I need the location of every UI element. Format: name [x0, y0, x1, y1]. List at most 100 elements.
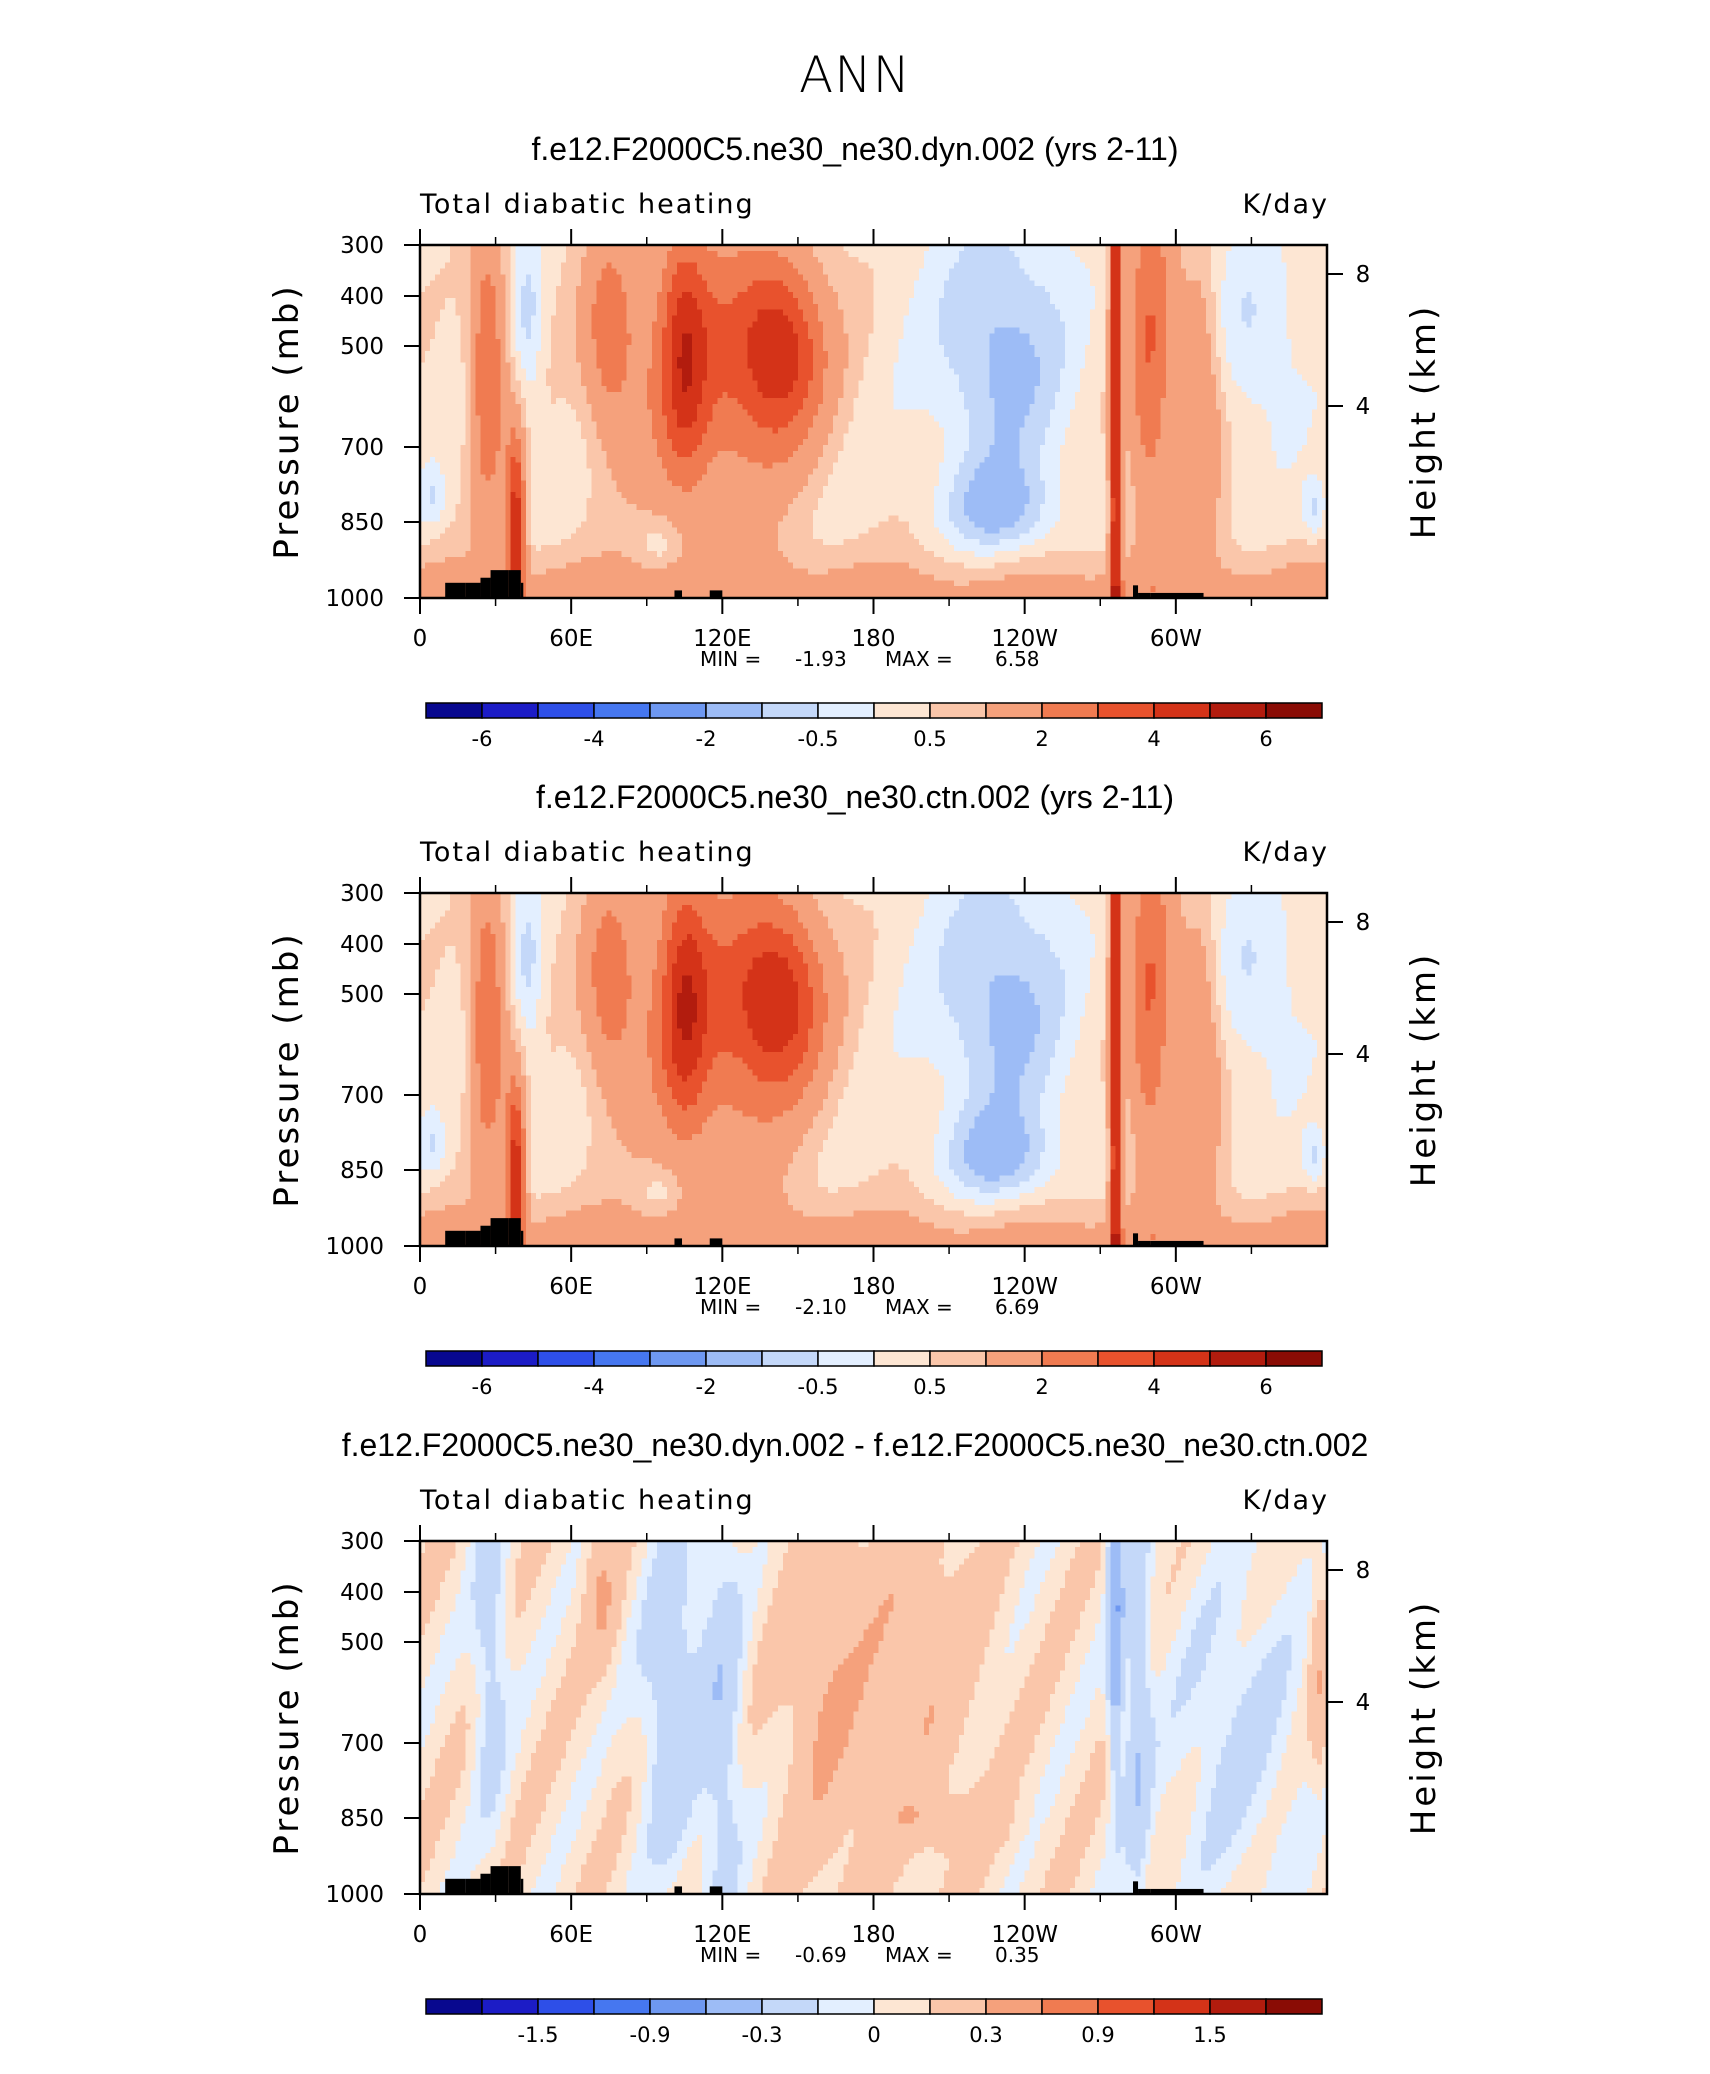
topography-block: [709, 1886, 723, 1894]
y-tick-label: 1000: [325, 1234, 384, 1260]
colorbar-box: [985, 702, 1043, 719]
colorbar-label: 0.5: [913, 727, 946, 751]
x-tick-label: 120E: [693, 1274, 751, 1300]
min-max-stats: MIN = -0.69 MAX = 0.35: [700, 1943, 1040, 1967]
colorbar-box: [761, 1350, 819, 1367]
colorbar-box: [649, 702, 707, 719]
topography-block: [1138, 1888, 1151, 1894]
y-axis-label: Pressure (mb): [267, 931, 307, 1207]
colorbar-box: [1041, 702, 1099, 719]
units-label: K/day: [1243, 1485, 1329, 1516]
colorbar-box: [593, 1998, 651, 2015]
x-axis: 0 60E 120E 180 120W 60W: [413, 877, 1253, 1300]
y2-tick-label: 8: [1356, 262, 1371, 288]
y-tick-label: 850: [340, 1806, 384, 1832]
colorbar-label: 6: [1259, 727, 1272, 751]
units-label: K/day: [1243, 837, 1329, 868]
y-tick-label: 850: [340, 510, 384, 536]
max-value: 6.69: [995, 1295, 1040, 1319]
topography-block: [520, 1230, 524, 1246]
units-label: K/day: [1243, 189, 1329, 220]
topography-block: [674, 1238, 683, 1246]
panel-title: f.e12.F2000C5.ne30_ne30.ctn.002 (yrs 2-1…: [536, 779, 1174, 815]
colorbar: -1.5 -0.9 -0.3 0 0.3 0.9 1.5: [425, 1998, 1323, 2047]
colorbar-label: 0.3: [969, 2023, 1002, 2047]
y-tick-label: 500: [340, 334, 384, 360]
panel-3: f.e12.F2000C5.ne30_ne30.dyn.002 - f.e12.…: [267, 1427, 1444, 2047]
colorbar-box: [425, 1350, 483, 1367]
y-axis: 300 400 500 700 850 1000 Pressure (mb): [267, 1529, 420, 1908]
colorbar-label: 0.5: [913, 1375, 946, 1399]
colorbar-box: [1209, 702, 1267, 719]
panels: f.e12.F2000C5.ne30_ne30.dyn.002 (yrs 2-1…: [267, 131, 1444, 2047]
colorbar-box: [1041, 1998, 1099, 2015]
y2-axis: 8 4 Height (km): [1327, 1558, 1444, 1835]
colorbar-label: 1.5: [1193, 2023, 1226, 2047]
y-tick-label: 300: [340, 1529, 384, 1555]
colorbar-box: [1097, 702, 1155, 719]
colorbar-box: [1153, 1350, 1211, 1367]
x-tick-label: 60W: [1150, 1274, 1202, 1300]
colorbar-box: [873, 702, 931, 719]
x-tick-label: 60E: [549, 1922, 593, 1948]
colorbar-box: [817, 702, 875, 719]
colorbar-label: 2: [1035, 727, 1048, 751]
colorbar-box: [649, 1350, 707, 1367]
topography-block: [480, 577, 491, 598]
colorbar-label: -1.5: [518, 2023, 559, 2047]
y2-tick-label: 8: [1356, 910, 1371, 936]
left-string: Total diabatic heating: [419, 837, 755, 868]
y2-axis-label: Height (km): [1404, 952, 1444, 1188]
x-tick-label: 120W: [991, 1274, 1058, 1300]
colorbar-box: [817, 1998, 875, 2015]
x-tick-label: 180: [852, 626, 896, 652]
left-string: Total diabatic heating: [419, 1485, 755, 1516]
colorbar-box: [761, 702, 819, 719]
colorbar-box: [537, 702, 595, 719]
y-tick-label: 300: [340, 233, 384, 259]
x-tick-label: 120W: [991, 1922, 1058, 1948]
topography-mask: [445, 1866, 1204, 1894]
min-value: -1.93: [795, 647, 847, 671]
colorbar-box: [1209, 1998, 1267, 2015]
x-tick-label: 180: [852, 1922, 896, 1948]
colorbar-box: [985, 1350, 1043, 1367]
x-tick-label: 60E: [549, 1274, 593, 1300]
max-label: MAX =: [885, 1295, 953, 1319]
colorbar-box: [1097, 1998, 1155, 2015]
heatmap-field: [420, 1541, 1328, 1895]
colorbar-box: [873, 1350, 931, 1367]
colorbar-box: [1041, 1350, 1099, 1367]
topography-block: [1150, 1240, 1204, 1246]
topography-block: [1138, 592, 1151, 598]
colorbar-box: [425, 702, 483, 719]
topography-block: [709, 590, 723, 598]
colorbar-box: [481, 1998, 539, 2015]
y-tick-label: 1000: [325, 1882, 384, 1908]
y-tick-label: 1000: [325, 586, 384, 612]
y2-tick-label: 8: [1356, 1558, 1371, 1584]
y-tick-label: 700: [340, 1731, 384, 1757]
min-value: -2.10: [795, 1295, 847, 1319]
colorbar-box: [761, 1998, 819, 2015]
panel-title: f.e12.F2000C5.ne30_ne30.dyn.002 (yrs 2-1…: [532, 131, 1179, 167]
x-tick-label: 60W: [1150, 1922, 1202, 1948]
panel-1: f.e12.F2000C5.ne30_ne30.dyn.002 (yrs 2-1…: [267, 131, 1444, 751]
colorbar-box: [929, 1350, 987, 1367]
colorbar-box: [873, 1998, 931, 2015]
colorbar-label: -0.9: [630, 2023, 671, 2047]
topography-block: [445, 1878, 466, 1894]
topography-mask: [445, 1218, 1204, 1246]
colorbar-label: -6: [472, 727, 493, 751]
y-tick-label: 300: [340, 881, 384, 907]
colorbar-box: [1153, 1998, 1211, 2015]
topography-block: [465, 582, 481, 598]
x-tick-label: 60W: [1150, 626, 1202, 652]
topography-block: [1150, 1888, 1204, 1894]
min-label: MIN =: [700, 1943, 761, 1967]
colorbar-box: [705, 1350, 763, 1367]
topography-block: [1133, 1881, 1139, 1894]
max-value: 0.35: [995, 1943, 1040, 1967]
colorbar-label: 6: [1259, 1375, 1272, 1399]
